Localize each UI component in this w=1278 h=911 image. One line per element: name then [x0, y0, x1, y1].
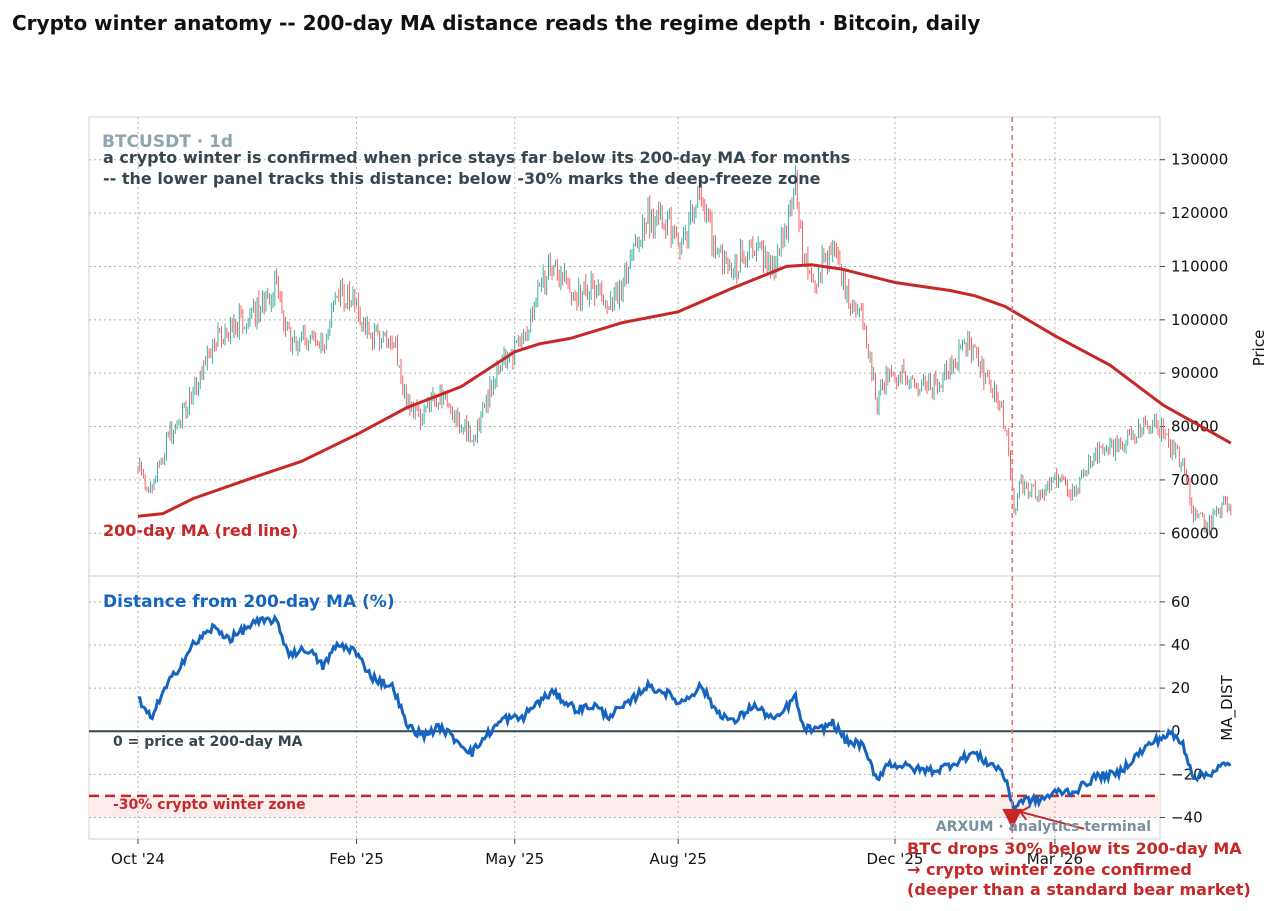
ma200-line	[137, 263, 1232, 518]
zone-label: -30% crypto winter zone	[113, 797, 306, 813]
price-grid	[89, 117, 1160, 576]
y-tick-label: 0	[1171, 722, 1181, 740]
symbol-label: BTCUSDT · 1d	[102, 132, 233, 152]
callout-arrow	[1019, 805, 1085, 830]
y-tick-label: 100000	[1171, 311, 1228, 329]
x-tick-label: Feb '25	[329, 850, 384, 868]
x-ticks: Oct '24 Feb '25 May '25 Aug '25 Dec '25 Mar '…	[111, 839, 1083, 868]
y-tick-label: 120000	[1171, 204, 1228, 222]
price-panel: 6000070000800009000010000011000012000013…	[88, 116, 1268, 577]
y-tick-label: 70000	[1171, 471, 1219, 489]
y-tick-label: 20	[1171, 679, 1190, 697]
x-tick-label: Dec '25	[866, 850, 923, 868]
price-ylabel: Price	[1250, 330, 1268, 367]
callout-line-3: (deeper than a standard bear market)	[907, 880, 1251, 899]
watermark: ARXUM · analytics terminal	[936, 819, 1151, 835]
callout-line-1: BTC drops 30% below its 200-day MA	[907, 839, 1242, 858]
y-tick-label: 60	[1171, 593, 1190, 611]
chart-title: Crypto winter anatomy -- 200-day MA dist…	[12, 11, 980, 35]
y-tick-label: 110000	[1171, 257, 1228, 275]
price-y-ticks: 6000070000800009000010000011000012000013…	[1160, 151, 1228, 542]
x-tick-label: Aug '25	[650, 850, 707, 868]
x-tick-label: Oct '24	[111, 850, 165, 868]
ma-label: 200-day MA (red line)	[103, 521, 298, 540]
annotation-line-1: a crypto winter is confirmed when price …	[103, 148, 850, 167]
distance-line	[137, 613, 1232, 813]
y-tick-label: 60000	[1171, 524, 1219, 542]
event-triangle-marker	[1002, 808, 1023, 829]
distance-title: Distance from 200-day MA (%)	[103, 592, 395, 612]
price-panel-frame	[88, 116, 1161, 577]
annotation-line-2: -- the lower panel tracks this distance:…	[103, 169, 821, 188]
y-tick-label: 40	[1171, 636, 1190, 654]
callout-line-2: → crypto winter zone confirmed	[907, 860, 1192, 879]
distance-ylabel: MA_DIST	[1218, 674, 1237, 740]
zero-label: 0 = price at 200-day MA	[113, 734, 303, 750]
y-tick-label: 90000	[1171, 364, 1219, 382]
y-tick-label: 130000	[1171, 151, 1228, 169]
x-tick-label: Mar '26	[1027, 850, 1083, 868]
y-tick-label: −40	[1171, 808, 1203, 826]
x-tick-label: May '25	[485, 850, 544, 868]
